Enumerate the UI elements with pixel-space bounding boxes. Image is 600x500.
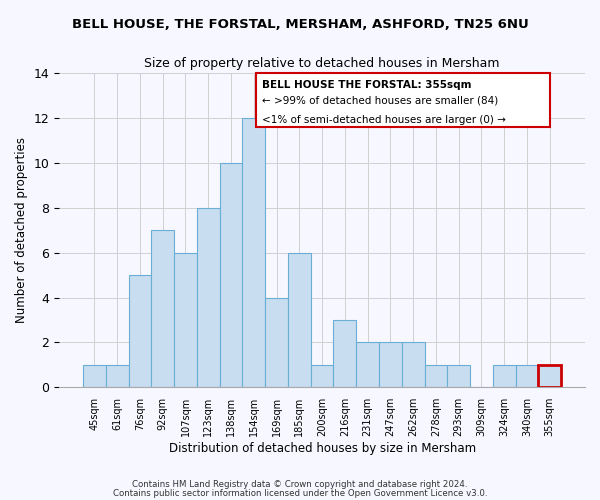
Bar	[379, 342, 402, 388]
FancyBboxPatch shape	[256, 73, 550, 127]
Bar	[151, 230, 174, 388]
Text: Contains public sector information licensed under the Open Government Licence v3: Contains public sector information licen…	[113, 489, 487, 498]
Bar	[538, 365, 561, 388]
Bar	[402, 342, 425, 388]
Bar	[128, 275, 151, 388]
Bar	[242, 118, 265, 388]
X-axis label: Distribution of detached houses by size in Mersham: Distribution of detached houses by size …	[169, 442, 476, 455]
Bar	[197, 208, 220, 388]
Text: BELL HOUSE THE FORSTAL: 355sqm: BELL HOUSE THE FORSTAL: 355sqm	[262, 80, 471, 90]
Bar	[447, 365, 470, 388]
Bar	[493, 365, 515, 388]
Y-axis label: Number of detached properties: Number of detached properties	[15, 137, 28, 323]
Bar	[334, 320, 356, 388]
Bar	[425, 365, 447, 388]
Text: Contains HM Land Registry data © Crown copyright and database right 2024.: Contains HM Land Registry data © Crown c…	[132, 480, 468, 489]
Text: ← >99% of detached houses are smaller (84): ← >99% of detached houses are smaller (8…	[262, 96, 498, 106]
Bar	[288, 252, 311, 388]
Title: Size of property relative to detached houses in Mersham: Size of property relative to detached ho…	[145, 58, 500, 70]
Bar	[311, 365, 334, 388]
Text: BELL HOUSE, THE FORSTAL, MERSHAM, ASHFORD, TN25 6NU: BELL HOUSE, THE FORSTAL, MERSHAM, ASHFOR…	[71, 18, 529, 30]
Bar	[106, 365, 128, 388]
Bar	[356, 342, 379, 388]
Bar	[83, 365, 106, 388]
Bar	[220, 163, 242, 388]
Text: <1% of semi-detached houses are larger (0) →: <1% of semi-detached houses are larger (…	[262, 114, 506, 124]
Bar	[515, 365, 538, 388]
Bar	[174, 252, 197, 388]
Bar	[265, 298, 288, 388]
